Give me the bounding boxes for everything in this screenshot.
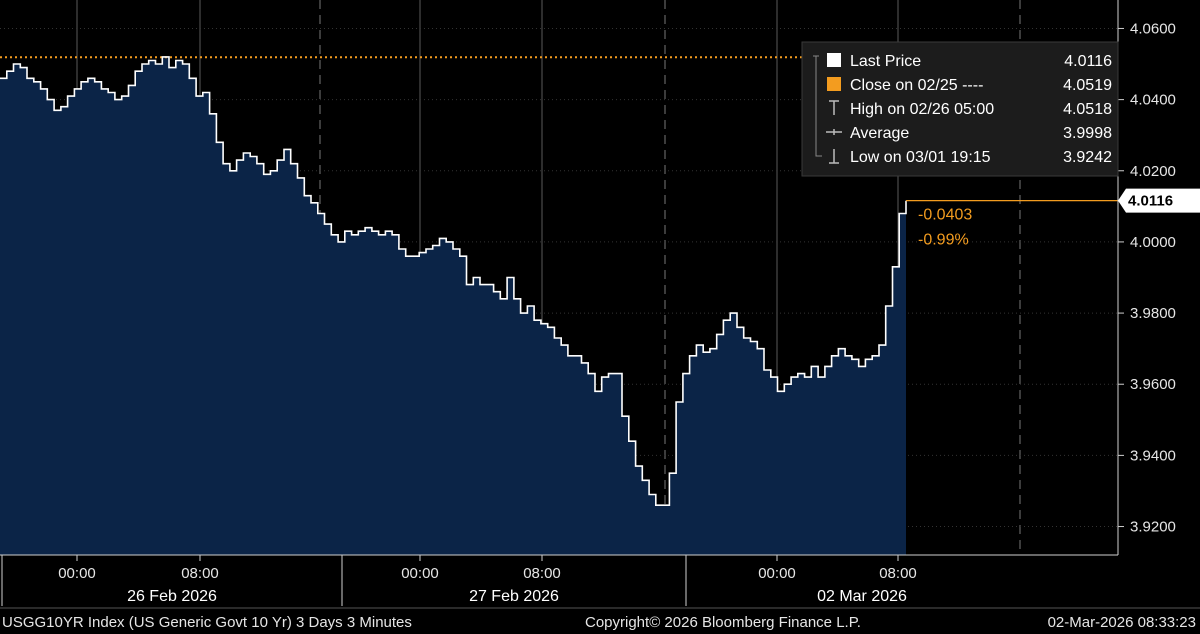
y-axis-ticks: 4.0600 4.0400 4.0200 4.0000 3.9800 3.9600 3.94…	[1118, 20, 1176, 536]
legend-label: High on 02/26 05:00	[850, 101, 994, 118]
last-price-tag-label: 4.0116	[1128, 193, 1173, 210]
x-tick-label: 08:00	[879, 565, 917, 582]
x-tick-label: 00:00	[401, 565, 439, 582]
y-tick-label: 4.0400	[1130, 92, 1176, 109]
legend-item: Low on 03/01 19:15 3.9242	[829, 149, 1112, 166]
x-date-label: 26 Feb 2026	[127, 588, 217, 605]
legend-swatch	[827, 53, 841, 67]
legend: Last Price 4.0116 Close on 02/25 ---- 4.051…	[801, 41, 1119, 177]
x-axis-ticks: 00:00 08:00 00:00 08:00 00:00 08:00 26 Feb 202…	[1, 555, 917, 606]
legend-item: Average 3.9998	[826, 125, 1112, 142]
x-tick-label: 00:00	[58, 565, 96, 582]
footer-security: USGG10YR Index (US Generic Govt 10 Yr) 3…	[2, 614, 412, 631]
y-tick-label: 3.9200	[1130, 519, 1176, 536]
x-tick-label: 08:00	[523, 565, 561, 582]
y-tick-label: 3.9400	[1130, 447, 1176, 464]
y-tick-label: 3.9800	[1130, 305, 1176, 322]
legend-label: Average	[850, 125, 909, 142]
x-tick-label: 00:00	[758, 565, 796, 582]
legend-marker	[829, 149, 839, 164]
legend-swatch	[827, 77, 841, 91]
footer-timestamp: 02-Mar-2026 08:33:23	[1048, 614, 1196, 631]
x-date-label: 02 Mar 2026	[817, 588, 907, 605]
legend-value: 4.0518	[1063, 101, 1112, 118]
price-area	[0, 56, 906, 556]
footer-copyright: Copyright© 2026 Bloomberg Finance L.P.	[585, 614, 861, 631]
legend-value: 3.9242	[1063, 149, 1112, 166]
legend-marker	[826, 129, 842, 135]
change-percent: -0.99%	[918, 232, 969, 249]
legend-box	[801, 41, 1119, 177]
legend-value: 4.0116	[1064, 53, 1112, 70]
legend-bracket	[813, 55, 822, 157]
legend-label: Low on 03/01 19:15	[850, 149, 991, 166]
y-tick-label: 4.0000	[1130, 234, 1176, 251]
legend-marker	[829, 100, 839, 115]
x-date-label: 27 Feb 2026	[469, 588, 559, 605]
legend-label: Last Price	[850, 53, 921, 70]
legend-value: 3.9998	[1063, 125, 1112, 142]
legend-label: Close on 02/25 ----	[850, 77, 983, 94]
y-tick-label: 3.9600	[1130, 376, 1176, 393]
price-line	[0, 56, 907, 506]
legend-item: Close on 02/25 ---- 4.0519	[827, 77, 1112, 94]
x-tick-label: 08:00	[181, 565, 219, 582]
legend-value: 4.0519	[1063, 77, 1112, 94]
y-tick-label: 4.0200	[1130, 163, 1176, 180]
legend-item: High on 02/26 05:00 4.0518	[829, 100, 1112, 118]
legend-item: Last Price 4.0116	[827, 53, 1112, 70]
last-price-tag: 4.0116	[1118, 188, 1200, 213]
y-tick-label: 4.0600	[1130, 20, 1176, 37]
change-absolute: -0.0403	[918, 207, 972, 224]
